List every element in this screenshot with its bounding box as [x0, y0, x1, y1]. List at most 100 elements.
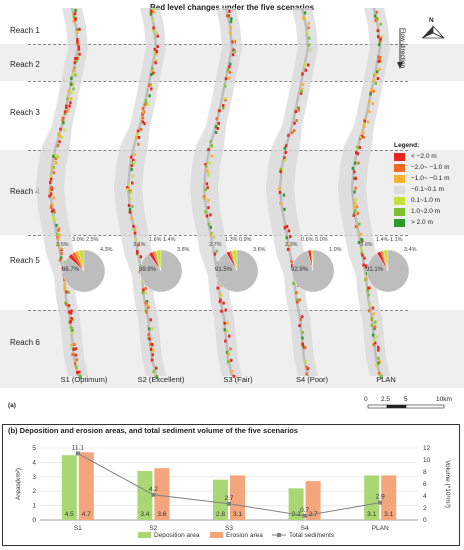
- bed-change-patch: [155, 52, 158, 56]
- bed-change-patch: [63, 288, 67, 292]
- legend-swatch: [394, 185, 405, 194]
- x-tick-label: S1: [74, 525, 82, 532]
- bed-change-patch: [301, 336, 304, 340]
- bed-change-patch: [300, 91, 303, 95]
- bed-change-patch: [226, 68, 230, 72]
- bed-change-patch: [222, 104, 225, 108]
- bed-change-patch: [301, 83, 305, 86]
- pie-label: 3.6%: [253, 247, 266, 253]
- bed-change-patch: [67, 290, 70, 294]
- bed-change-patch: [230, 369, 234, 373]
- bed-change-patch: [150, 70, 153, 74]
- bed-change-patch: [362, 135, 365, 139]
- bar-deposition: [288, 488, 304, 520]
- bed-change-patch: [78, 27, 81, 31]
- bed-change-patch: [355, 151, 358, 155]
- bed-change-patch: [300, 90, 303, 94]
- bed-change-patch: [301, 315, 304, 319]
- bed-change-patch: [76, 371, 79, 374]
- y-tick-label: 0: [32, 517, 36, 524]
- bed-change-patch: [152, 26, 155, 30]
- bed-change-patch: [368, 100, 371, 103]
- bed-change-patch: [232, 48, 235, 52]
- bed-change-patch: [151, 28, 155, 32]
- legend-label: > 2.0 m: [411, 219, 433, 226]
- bed-change-patch: [133, 153, 136, 157]
- pie-slice: [291, 249, 335, 293]
- bed-change-patch: [126, 188, 129, 192]
- bed-change-patch: [150, 87, 153, 91]
- bed-change-patch: [55, 232, 59, 236]
- bed-change-patch: [75, 60, 78, 64]
- bed-change-patch: [373, 325, 377, 329]
- bed-change-patch: [48, 189, 51, 193]
- bed-change-patch: [57, 237, 60, 241]
- bed-change-patch: [367, 309, 371, 313]
- bed-change-patch: [283, 146, 286, 150]
- bed-change-patch: [218, 300, 222, 304]
- y2-tick-label: 12: [423, 445, 431, 452]
- bed-change-patch: [52, 215, 55, 219]
- bed-change-patch: [373, 14, 377, 18]
- bed-change-patch: [139, 127, 143, 131]
- bed-change-patch: [308, 36, 311, 40]
- bed-change-patch: [225, 351, 229, 354]
- bar-deposition: [61, 455, 77, 520]
- y2-axis-title: Volume (*10⁶m³): [444, 460, 451, 508]
- scale-bar: [367, 404, 445, 409]
- panel-a-label: (a): [8, 402, 16, 409]
- y2-tick-label: 10: [423, 457, 431, 464]
- bed-change-patch: [65, 104, 68, 108]
- bed-change-patch: [130, 164, 133, 168]
- bed-change-patch: [279, 167, 282, 171]
- river-channel: [202, 7, 234, 377]
- bed-change-patch: [352, 213, 355, 217]
- line-point: [151, 492, 156, 497]
- bed-change-patch: [65, 302, 68, 306]
- bed-change-patch: [371, 333, 375, 337]
- pie-label: 1.4%: [376, 237, 389, 243]
- bed-change-patch: [152, 8, 155, 12]
- bar-deposition: [213, 479, 228, 520]
- bed-change-patch: [126, 186, 129, 190]
- bed-change-patch: [76, 40, 79, 44]
- reach-label: Reach 4: [10, 187, 40, 196]
- legend-swatch: [394, 174, 405, 183]
- pie-label: 4.3%: [100, 247, 113, 253]
- bed-change-patch: [374, 73, 377, 77]
- bed-change-patch: [130, 168, 133, 172]
- bed-change-patch: [64, 301, 67, 305]
- bed-change-patch: [228, 31, 232, 35]
- bed-change-patch: [57, 228, 60, 232]
- bed-change-patch: [229, 62, 232, 66]
- bed-change-patch: [77, 47, 81, 51]
- bed-change-patch: [151, 353, 154, 357]
- bed-change-patch: [297, 106, 300, 110]
- bed-change-patch: [70, 331, 73, 335]
- bed-change-patch: [215, 117, 218, 121]
- bed-change-patch: [376, 77, 380, 80]
- bed-change-patch: [283, 226, 287, 230]
- north-label: N: [429, 17, 434, 24]
- bed-change-patch: [305, 372, 308, 376]
- bed-change-patch: [78, 370, 81, 374]
- bed-change-patch: [229, 347, 232, 351]
- bed-change-patch: [377, 60, 380, 63]
- bed-change-patch: [228, 70, 232, 74]
- bar-label: 3.6: [157, 511, 166, 518]
- pie-slice: [62, 249, 106, 293]
- bed-change-patch: [67, 310, 71, 314]
- legend-label: −0.1~0.1 m: [411, 186, 444, 193]
- bed-change-patch: [372, 78, 376, 82]
- bed-change-patch: [133, 231, 137, 235]
- bed-change-patch: [141, 291, 144, 295]
- bed-change-patch: [70, 97, 73, 101]
- bed-change-patch: [150, 358, 154, 362]
- bed-change-patch: [354, 177, 357, 181]
- bed-change-patch: [49, 174, 52, 178]
- bed-change-patch: [56, 154, 59, 158]
- bed-change-patch: [362, 124, 366, 128]
- bed-change-patch: [228, 334, 231, 338]
- bed-change-patch: [60, 256, 63, 260]
- bed-change-patch: [61, 116, 65, 120]
